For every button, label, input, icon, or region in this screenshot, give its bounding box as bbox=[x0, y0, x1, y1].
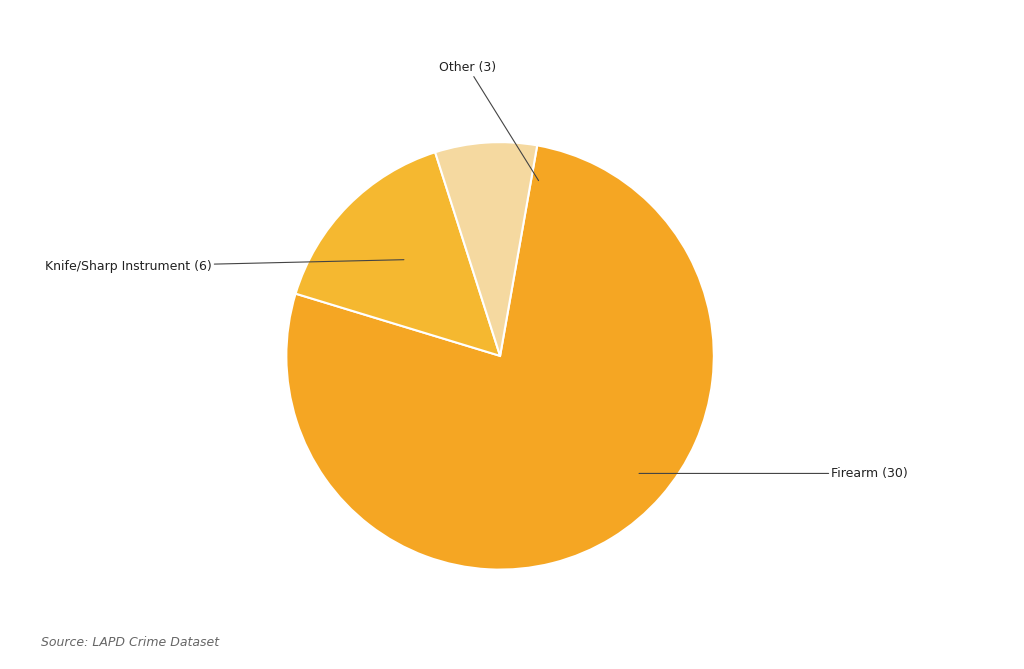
Text: Other (3): Other (3) bbox=[439, 61, 539, 181]
Text: Source: LAPD Crime Dataset: Source: LAPD Crime Dataset bbox=[41, 636, 219, 649]
Wedge shape bbox=[435, 142, 538, 356]
Text: Firearm (30): Firearm (30) bbox=[639, 467, 908, 480]
Text: Knife/Sharp Instrument (6): Knife/Sharp Instrument (6) bbox=[45, 260, 403, 272]
Wedge shape bbox=[287, 145, 714, 569]
Wedge shape bbox=[296, 153, 500, 356]
